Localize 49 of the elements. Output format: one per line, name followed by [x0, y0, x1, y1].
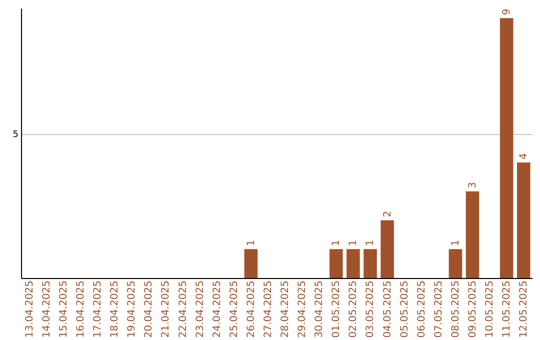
bar — [244, 249, 258, 278]
x-tick-label: 05.05.2025 — [399, 280, 410, 338]
x-tick-label: 04.05.2025 — [382, 280, 394, 338]
y-tick-label: 5 — [12, 130, 18, 140]
x-tick-label: 11.05.2025 — [502, 280, 513, 338]
x-tick-label: 17.04.2025 — [92, 280, 104, 338]
x-tick-label: 28.04.2025 — [280, 280, 292, 338]
bar — [500, 18, 514, 278]
data-label: 1 — [348, 240, 360, 246]
x-tick-label: 01.05.2025 — [331, 280, 342, 338]
x-tick-label: 27.04.2025 — [262, 280, 274, 338]
x-tick-label: 30.04.2025 — [314, 280, 326, 338]
data-label: 1 — [450, 240, 462, 246]
data-label: 1 — [365, 240, 376, 246]
data-label: 1 — [246, 240, 257, 246]
x-tick-label: 25.04.2025 — [228, 280, 240, 338]
bar — [364, 249, 377, 278]
x-tick-label: 06.05.2025 — [416, 280, 428, 338]
x-tick-label: 29.04.2025 — [297, 280, 308, 338]
bar — [330, 249, 343, 278]
x-tick-label: 22.04.2025 — [178, 280, 189, 338]
x-tick-label: 18.04.2025 — [110, 280, 121, 338]
bar — [517, 162, 530, 278]
x-tick-label: 02.05.2025 — [348, 280, 360, 338]
data-label: 1 — [331, 240, 342, 246]
bar — [448, 249, 462, 278]
x-tick-label: 03.05.2025 — [365, 280, 376, 338]
x-tick-label: 07.05.2025 — [433, 280, 444, 338]
data-label: 9 — [502, 8, 513, 16]
x-tick-label: 21.04.2025 — [160, 280, 172, 338]
x-tick-label: 12.05.2025 — [518, 280, 530, 338]
data-label: 4 — [518, 153, 530, 160]
x-tick-label: 13.04.2025 — [24, 280, 36, 338]
x-tick-label: 26.04.2025 — [246, 280, 257, 338]
data-label: 2 — [382, 210, 394, 218]
x-tick-label: 10.05.2025 — [484, 280, 496, 338]
bar — [346, 249, 360, 278]
x-tick-label: 15.04.2025 — [58, 280, 70, 338]
bar — [380, 220, 394, 278]
x-tick-label: 09.05.2025 — [468, 280, 479, 338]
x-tick-label: 08.05.2025 — [450, 280, 462, 338]
bar — [466, 191, 480, 278]
data-label: 3 — [468, 182, 479, 188]
x-tick-label: 20.04.2025 — [144, 280, 155, 338]
x-tick-label: 16.04.2025 — [75, 280, 86, 338]
x-tick-label: 19.04.2025 — [126, 280, 138, 338]
x-tick-label: 23.04.2025 — [194, 280, 206, 338]
x-tick-label: 14.04.2025 — [41, 280, 52, 338]
x-tick-label: 24.04.2025 — [212, 280, 223, 338]
